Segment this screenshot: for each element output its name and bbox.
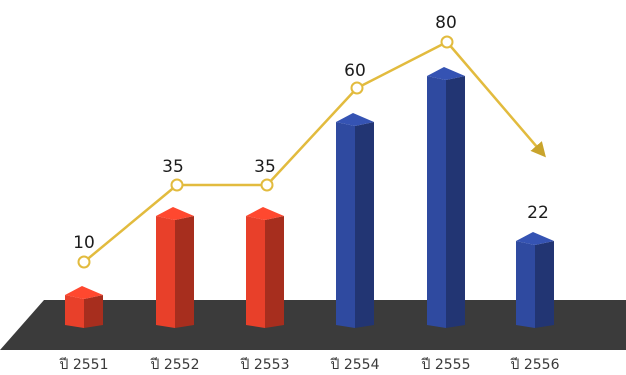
bar-side-face <box>535 241 554 328</box>
bar-2 <box>156 207 194 328</box>
value-label-6: 22 <box>527 203 549 223</box>
value-label-3: 35 <box>254 157 276 177</box>
trend-marker-1 <box>77 255 91 269</box>
bar-side-face <box>84 295 103 328</box>
bar-front-face <box>427 76 446 328</box>
bar-top-face <box>65 286 103 299</box>
trend-marker-2 <box>170 178 184 192</box>
category-label-6: ปี 2556 <box>510 357 560 373</box>
category-labels-layer: ปี 2551 ปี 2552 ปี 2553 ปี 2554 ปี 2555 ปี 25… <box>59 357 560 373</box>
trend-marker-4 <box>350 81 364 95</box>
trend-marker-5 <box>440 35 454 49</box>
bar-front-face <box>65 295 84 328</box>
value-label-5: 80 <box>435 13 457 33</box>
trend-line-layer <box>77 35 546 269</box>
trend-line <box>83 40 546 263</box>
bar-front-face <box>516 241 535 328</box>
bar-front-face <box>156 216 175 328</box>
bar-top-face <box>427 67 465 80</box>
bar-side-face <box>446 76 465 328</box>
bar-top-face <box>336 113 374 126</box>
bar-top-face <box>516 232 554 245</box>
bar-6 <box>516 232 554 328</box>
category-label-3: ปี 2553 <box>240 357 289 373</box>
category-label-2: ปี 2552 <box>150 357 199 373</box>
bar-5 <box>427 67 465 328</box>
category-label-5: ปี 2555 <box>421 357 470 373</box>
value-label-1: 10 <box>73 233 95 253</box>
bar-side-face <box>175 216 194 328</box>
category-label-4: ปี 2554 <box>330 357 380 373</box>
bar-side-face <box>265 216 284 328</box>
bar-top-face <box>246 207 284 220</box>
trend-marker-3 <box>260 178 274 192</box>
bar-front-face <box>336 122 355 328</box>
bar-1 <box>65 286 103 328</box>
bar-front-face <box>246 216 265 328</box>
bar-top-face <box>156 207 194 220</box>
value-label-4: 60 <box>344 61 366 81</box>
category-label-1: ปี 2551 <box>59 357 108 373</box>
value-label-2: 35 <box>162 157 184 177</box>
bars-layer <box>65 67 554 328</box>
value-labels-layer: 10 35 35 60 80 22 <box>73 13 549 253</box>
bar-3 <box>246 207 284 328</box>
bar-4 <box>336 113 374 328</box>
bar-side-face <box>355 122 374 328</box>
